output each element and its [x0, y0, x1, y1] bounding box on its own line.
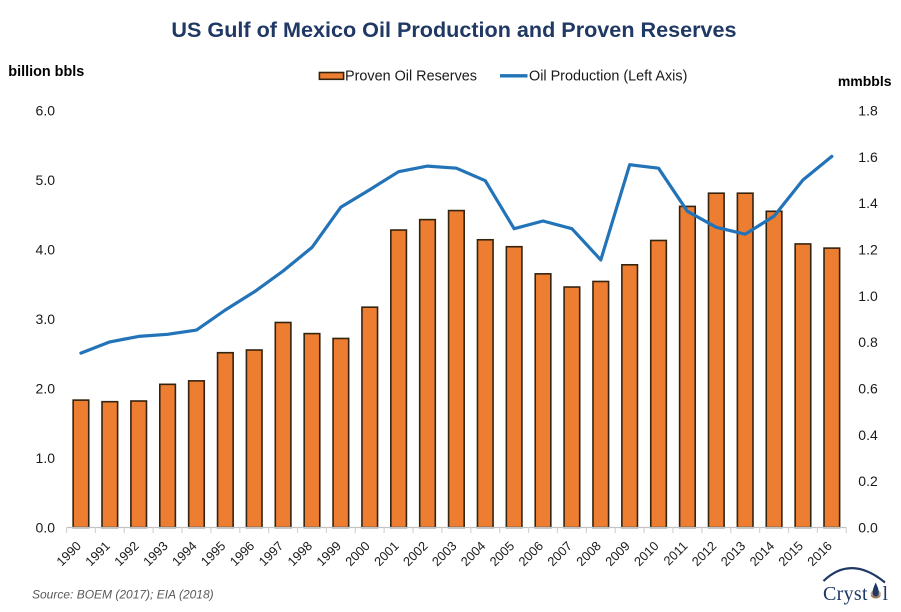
svg-text:1.8: 1.8 [858, 103, 878, 119]
svg-text:1.2: 1.2 [858, 242, 878, 258]
svg-text:0.8: 0.8 [858, 334, 878, 350]
svg-text:4.0: 4.0 [36, 242, 56, 258]
svg-text:0.6: 0.6 [858, 381, 878, 397]
svg-text:2.0: 2.0 [36, 381, 56, 397]
svg-text:1.6: 1.6 [858, 149, 878, 165]
svg-text:1.0: 1.0 [36, 450, 56, 466]
svg-text:billion bbls: billion bbls [8, 64, 84, 80]
svg-text:0.0: 0.0 [36, 520, 56, 536]
svg-text:l: l [883, 583, 889, 605]
svg-text:0.4: 0.4 [858, 427, 878, 443]
svg-text:Proven Oil Reserves: Proven Oil Reserves [345, 69, 477, 85]
svg-text:1.4: 1.4 [858, 195, 878, 211]
svg-text:0.2: 0.2 [858, 473, 878, 489]
svg-text:Source: BOEM (2017); EIA (2018: Source: BOEM (2017); EIA (2018) [32, 588, 214, 602]
svg-text:Cryst: Cryst [823, 583, 868, 605]
svg-text:5.0: 5.0 [36, 172, 56, 188]
svg-text:US Gulf of Mexico Oil Producti: US Gulf of Mexico Oil Production and Pro… [171, 17, 736, 42]
svg-text:Oil Production (Left Axis): Oil Production (Left Axis) [529, 69, 687, 85]
svg-text:mmbbls: mmbbls [838, 73, 892, 89]
svg-text:0.0: 0.0 [858, 520, 878, 536]
svg-text:1.0: 1.0 [858, 288, 878, 304]
svg-text:3.0: 3.0 [36, 311, 56, 327]
svg-text:6.0: 6.0 [36, 103, 56, 119]
